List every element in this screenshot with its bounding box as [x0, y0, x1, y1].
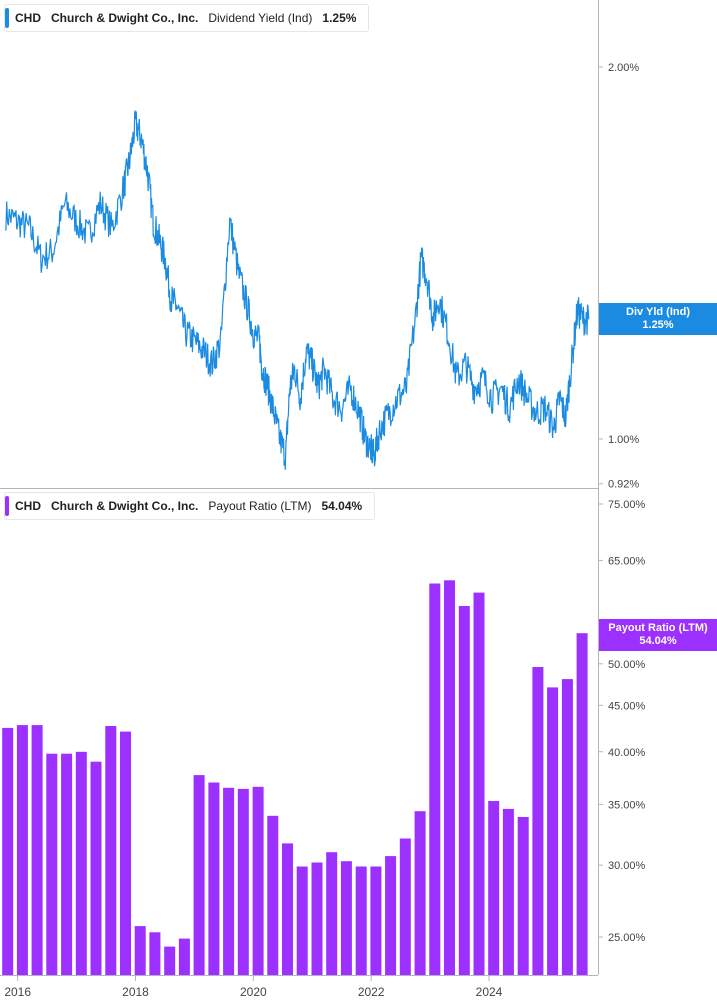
company-label: Church & Dwight Co., Inc.	[51, 11, 199, 25]
payout-bar	[399, 838, 411, 975]
payout-bar	[532, 667, 544, 975]
payout-bar	[105, 726, 117, 975]
payout-bar	[237, 788, 249, 975]
dividend-yield-axis: 2.00% 1.00% 0.92%	[598, 62, 639, 491]
flag-label: Div Yld (Ind)	[626, 306, 690, 318]
dividend-yield-line	[5, 110, 590, 470]
metric-value: 1.25%	[322, 11, 357, 25]
metric-label: Payout Ratio (LTM)	[208, 499, 312, 513]
dividend-yield-flag: Div Yld (Ind) 1.25%	[599, 303, 717, 335]
payout-bar	[164, 946, 176, 975]
y-tick-label: 2.00%	[608, 62, 639, 74]
payout-bar	[458, 606, 470, 975]
payout-bar	[149, 932, 161, 975]
y-tick-label: 75.00%	[608, 499, 646, 511]
payout-bar	[252, 786, 264, 975]
payout-bar	[355, 866, 367, 975]
x-tick-label: 2022	[358, 985, 385, 999]
payout-bar	[16, 725, 28, 975]
company-label: Church & Dwight Co., Inc.	[51, 499, 199, 513]
legend-swatch	[5, 8, 9, 28]
flag-value: 1.25%	[642, 319, 674, 331]
flag-value: 54.04%	[639, 635, 677, 647]
x-tick-label: 2016	[4, 985, 31, 999]
payout-ratio-bars	[2, 580, 588, 975]
payout-bar	[2, 727, 14, 975]
dividend-yield-panel: 2.00% 1.00% 0.92%	[5, 62, 639, 491]
metric-label: Dividend Yield (Ind)	[208, 11, 313, 25]
payout-bar	[61, 753, 73, 975]
ticker-label: CHD	[15, 11, 41, 25]
x-tick-label: 2020	[240, 985, 267, 999]
payout-bar	[385, 856, 397, 975]
payout-bar	[473, 592, 485, 975]
payout-bar	[517, 817, 529, 975]
payout-bar	[282, 843, 293, 975]
y-tick-label: 25.00%	[608, 932, 646, 944]
payout-bar	[193, 775, 205, 975]
payout-bar	[340, 861, 352, 975]
payout-bar	[46, 753, 58, 975]
payout-bar	[296, 866, 308, 975]
payout-bar	[31, 725, 43, 975]
payout-bar	[502, 808, 514, 975]
payout-bar	[561, 679, 573, 975]
payout-bar	[120, 731, 131, 975]
payout-bar	[90, 761, 102, 975]
payout-bar	[208, 782, 220, 975]
payout-bar	[223, 787, 235, 975]
y-tick-label: 30.00%	[608, 860, 646, 872]
payout-bar	[488, 801, 500, 975]
payout-bar	[178, 938, 190, 975]
payout-ratio-flag: Payout Ratio (LTM) 54.04%	[599, 619, 717, 651]
flag-label: Payout Ratio (LTM)	[608, 622, 708, 634]
payout-bar	[429, 583, 441, 975]
y-tick-label: 40.00%	[608, 747, 646, 759]
y-tick-label: 45.00%	[608, 700, 646, 712]
payout-bar	[547, 687, 559, 975]
payout-bar	[576, 633, 588, 975]
date-axis: 2016 2018 2020 2022 2024	[4, 975, 503, 999]
payout-bar	[370, 866, 382, 975]
ticker-label: CHD	[15, 499, 41, 513]
payout-bar	[311, 862, 323, 975]
y-tick-label: 50.00%	[608, 659, 646, 671]
payout-bar	[444, 580, 455, 975]
dividend-yield-legend: CHD Church & Dwight Co., Inc. Dividend Y…	[4, 4, 370, 32]
y-tick-label: 1.00%	[608, 434, 639, 446]
metric-value: 54.04%	[321, 499, 363, 513]
payout-bar	[267, 815, 279, 975]
payout-bar	[326, 852, 338, 975]
payout-bar	[414, 811, 426, 975]
y-tick-label: 0.92%	[608, 479, 639, 491]
payout-ratio-panel: 75.00% 65.00% 50.00% 45.00% 40.00% 35.00% 30.0…	[2, 499, 646, 999]
x-tick-label: 2018	[122, 985, 149, 999]
payout-bar	[75, 751, 87, 975]
payout-ratio-axis: 75.00% 65.00% 50.00% 45.00% 40.00% 35.00% 30.0…	[598, 499, 646, 944]
payout-bar	[134, 926, 146, 975]
y-tick-label: 35.00%	[608, 799, 646, 811]
payout-ratio-legend: CHD Church & Dwight Co., Inc. Payout Rat…	[4, 492, 376, 520]
x-tick-label: 2024	[476, 985, 503, 999]
legend-swatch	[5, 496, 9, 516]
y-tick-label: 65.00%	[608, 555, 646, 567]
